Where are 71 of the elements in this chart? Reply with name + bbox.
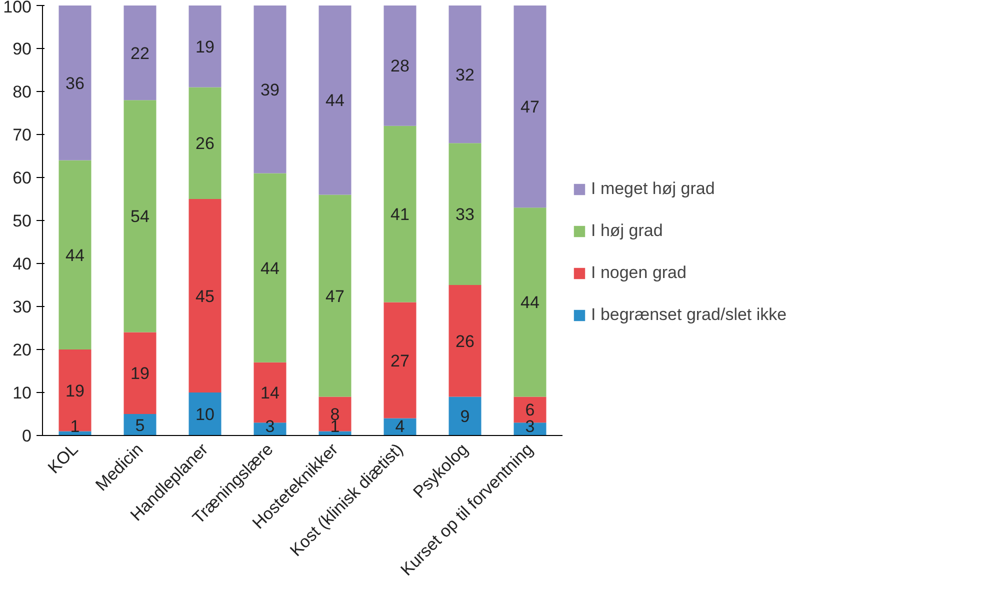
y-tick-label: 80 [12, 82, 32, 102]
data-label: 26 [196, 134, 214, 154]
bar [448, 396, 482, 436]
bar [318, 6, 352, 195]
bar [254, 173, 286, 362]
data-label: 36 [66, 74, 84, 93]
data-label: 19 [66, 381, 84, 400]
data-label: 28 [390, 56, 410, 76]
data-label: 5 [135, 416, 145, 435]
bar [124, 332, 156, 414]
bar [188, 392, 222, 436]
data-label: 22 [130, 44, 150, 63]
y-tick-label: 70 [12, 126, 32, 144]
data-label: 32 [456, 65, 474, 84]
data-label: 27 [390, 351, 410, 370]
data-label: 33 [456, 205, 474, 224]
bar [384, 126, 416, 302]
data-label: 44 [260, 258, 280, 278]
data-label: 44 [66, 246, 84, 265]
data-label: 1 [70, 417, 80, 436]
legend-label: I nogen grad [591, 263, 686, 283]
data-label: 41 [390, 205, 410, 224]
data-label: 44 [520, 293, 540, 312]
bar [514, 6, 546, 208]
data-label: 19 [130, 364, 150, 384]
bar [124, 6, 156, 100]
bar [188, 6, 222, 88]
bar [188, 199, 222, 392]
legend-label: I begrænset grad/slet ikke [591, 305, 787, 325]
data-label: 26 [456, 332, 474, 351]
bar [318, 396, 352, 432]
bar [448, 6, 482, 144]
data-label: 19 [196, 37, 214, 56]
data-label: 3 [525, 417, 535, 436]
data-label: 47 [326, 286, 344, 306]
bar [448, 143, 482, 285]
data-label: 39 [260, 80, 280, 100]
bar [448, 285, 482, 397]
y-tick-label: 10 [12, 384, 32, 402]
bar [254, 6, 286, 174]
y-tick-label: 30 [12, 298, 32, 316]
bar [384, 302, 416, 418]
bar [124, 100, 156, 332]
y-tick-label: 50 [12, 212, 32, 230]
data-label: 54 [130, 207, 150, 226]
bar [58, 160, 92, 350]
legend-label: I meget høj grad [591, 179, 715, 199]
bar [188, 87, 222, 199]
bar [318, 194, 352, 397]
bar [384, 6, 416, 126]
data-label: 10 [196, 405, 214, 424]
y-tick-label: 90 [12, 40, 32, 58]
legend-label: I høj grad [591, 221, 663, 241]
data-label: 44 [326, 91, 344, 110]
y-tick-label: 40 [12, 254, 32, 274]
y-tick-label: 100 [3, 0, 32, 16]
data-label: 45 [196, 286, 214, 306]
bar [58, 350, 92, 432]
y-tick-label: 60 [12, 168, 32, 188]
x-tick-label: KOL [44, 440, 82, 478]
bar [514, 208, 546, 397]
data-label: 47 [520, 98, 540, 117]
bar [124, 414, 156, 436]
bar [58, 6, 92, 160]
data-label: 3 [265, 417, 275, 436]
data-label: 14 [260, 384, 280, 402]
y-tick-label: 0 [22, 426, 32, 446]
data-label: 9 [460, 407, 470, 426]
data-label: 4 [395, 417, 405, 436]
data-label: 6 [525, 400, 535, 420]
y-tick-label: 20 [12, 340, 32, 360]
